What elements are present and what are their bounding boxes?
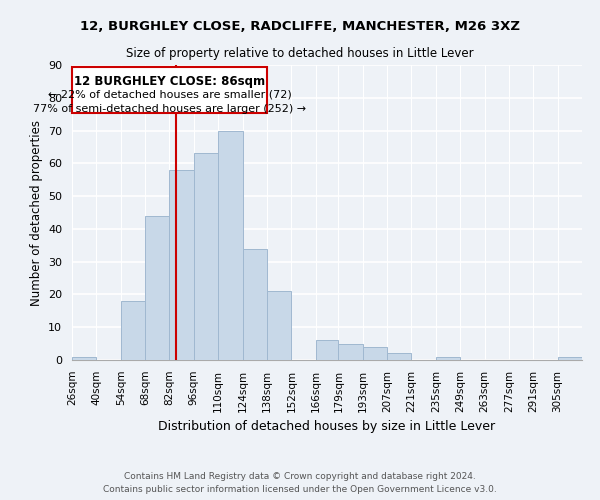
Bar	[121, 301, 145, 360]
Bar	[436, 356, 460, 360]
Text: 12, BURGHLEY CLOSE, RADCLIFFE, MANCHESTER, M26 3XZ: 12, BURGHLEY CLOSE, RADCLIFFE, MANCHESTE…	[80, 20, 520, 33]
Text: Size of property relative to detached houses in Little Lever: Size of property relative to detached ho…	[126, 48, 474, 60]
Bar	[145, 216, 169, 360]
Text: 77% of semi-detached houses are larger (252) →: 77% of semi-detached houses are larger (…	[33, 104, 306, 115]
Text: ← 22% of detached houses are smaller (72): ← 22% of detached houses are smaller (72…	[47, 90, 292, 100]
Bar	[338, 344, 362, 360]
Text: 12 BURGHLEY CLOSE: 86sqm: 12 BURGHLEY CLOSE: 86sqm	[74, 75, 265, 88]
Bar	[194, 154, 218, 360]
Bar	[316, 340, 338, 360]
Bar	[557, 356, 582, 360]
FancyBboxPatch shape	[72, 66, 267, 112]
Bar	[242, 248, 267, 360]
Bar	[72, 356, 97, 360]
Y-axis label: Number of detached properties: Number of detached properties	[29, 120, 43, 306]
Text: Contains HM Land Registry data © Crown copyright and database right 2024.: Contains HM Land Registry data © Crown c…	[124, 472, 476, 481]
Bar	[169, 170, 194, 360]
Bar	[362, 347, 387, 360]
Text: Contains public sector information licensed under the Open Government Licence v3: Contains public sector information licen…	[103, 484, 497, 494]
Bar	[267, 291, 292, 360]
Bar	[218, 130, 242, 360]
Bar	[387, 354, 412, 360]
X-axis label: Distribution of detached houses by size in Little Lever: Distribution of detached houses by size …	[158, 420, 496, 433]
